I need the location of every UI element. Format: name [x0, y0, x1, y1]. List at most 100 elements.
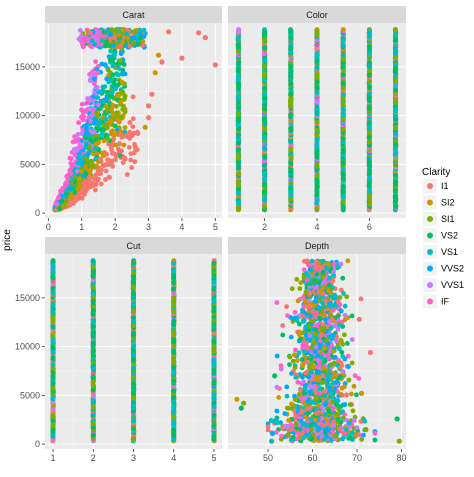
data-point: [95, 33, 101, 39]
data-point: [57, 206, 63, 212]
data-point: [236, 60, 241, 66]
x-tick-label: 5: [211, 453, 216, 463]
data-point: [294, 276, 300, 282]
data-point: [340, 107, 346, 112]
y-tick-label: 5000: [20, 159, 40, 169]
data-point: [340, 275, 346, 281]
data-point: [288, 74, 294, 80]
points-layer: [234, 258, 402, 444]
data-point: [103, 116, 109, 122]
strip-label-color: Color: [306, 10, 328, 20]
data-point: [236, 85, 241, 91]
data-point: [131, 352, 136, 358]
data-point: [85, 152, 91, 158]
data-point: [90, 404, 96, 410]
data-point: [83, 163, 88, 169]
data-point: [50, 314, 56, 320]
data-point: [300, 313, 306, 319]
data-point: [72, 190, 78, 195]
data-point: [116, 32, 121, 38]
data-point: [171, 395, 177, 400]
data-point: [314, 55, 320, 60]
data-point: [118, 128, 123, 134]
y-tick-label: 15000: [15, 293, 40, 303]
data-point: [50, 340, 56, 345]
data-point: [262, 170, 268, 176]
data-point: [90, 298, 96, 304]
data-point: [131, 332, 136, 338]
data-point: [93, 85, 99, 90]
data-point: [90, 164, 95, 170]
data-point: [108, 48, 114, 54]
data-point: [118, 89, 124, 95]
data-point: [331, 272, 336, 278]
data-point: [288, 146, 294, 152]
data-point: [89, 72, 95, 77]
data-point: [236, 190, 241, 196]
data-point: [111, 81, 117, 87]
data-point: [293, 347, 298, 353]
x-tick-label: 2: [262, 222, 267, 232]
points-layer: [52, 27, 218, 213]
data-point: [332, 354, 338, 360]
data-point: [171, 348, 177, 354]
data-point: [179, 55, 185, 61]
data-point: [341, 291, 346, 296]
data-point: [262, 106, 268, 112]
data-point: [105, 136, 111, 142]
x-axis-ticks: 2 4 6: [262, 218, 372, 232]
data-point: [288, 69, 294, 74]
data-point: [393, 98, 398, 104]
data-point: [393, 27, 398, 33]
data-point: [105, 157, 110, 163]
y-tick-label: 0: [35, 439, 40, 449]
data-point: [93, 182, 99, 187]
x-tick-label: 2: [113, 222, 118, 232]
data-point: [130, 94, 136, 100]
data-point: [340, 92, 346, 98]
data-point: [120, 27, 126, 33]
data-point: [64, 188, 70, 194]
data-point: [171, 437, 177, 443]
data-point: [128, 157, 134, 163]
data-point: [50, 394, 56, 400]
data-point: [96, 102, 101, 108]
facet-panel-carat: Carat 0 1 2 3 4 5 0 5000 10000 15000: [15, 6, 222, 232]
data-point: [338, 261, 344, 267]
data-point: [278, 363, 284, 369]
data-point: [262, 176, 268, 182]
data-point: [393, 37, 398, 43]
data-point: [118, 51, 124, 57]
data-point: [340, 37, 346, 43]
data-point: [110, 63, 116, 69]
data-point: [113, 27, 119, 33]
data-point: [288, 193, 294, 199]
data-point: [314, 173, 320, 179]
data-point: [131, 318, 136, 324]
data-point: [287, 354, 293, 360]
data-point: [50, 268, 56, 274]
data-point: [115, 97, 120, 103]
data-point: [99, 167, 104, 173]
data-point: [298, 280, 304, 285]
data-point: [262, 126, 268, 132]
data-point: [50, 324, 56, 330]
data-point: [345, 353, 351, 359]
data-point: [116, 72, 121, 78]
data-point: [90, 308, 96, 314]
data-point: [129, 165, 135, 171]
data-point: [393, 74, 398, 80]
x-tick-label: 4: [171, 453, 176, 463]
data-point: [366, 201, 372, 207]
data-point: [287, 362, 292, 367]
data-point: [366, 159, 372, 165]
data-point: [274, 384, 280, 390]
data-point: [288, 102, 294, 108]
data-point: [262, 189, 268, 195]
data-point: [211, 279, 217, 285]
facet-panel-color: Color 2 4 6: [228, 6, 406, 232]
data-point: [211, 272, 217, 278]
data-point: [70, 139, 76, 145]
data-point: [96, 176, 101, 182]
data-point: [393, 195, 398, 201]
